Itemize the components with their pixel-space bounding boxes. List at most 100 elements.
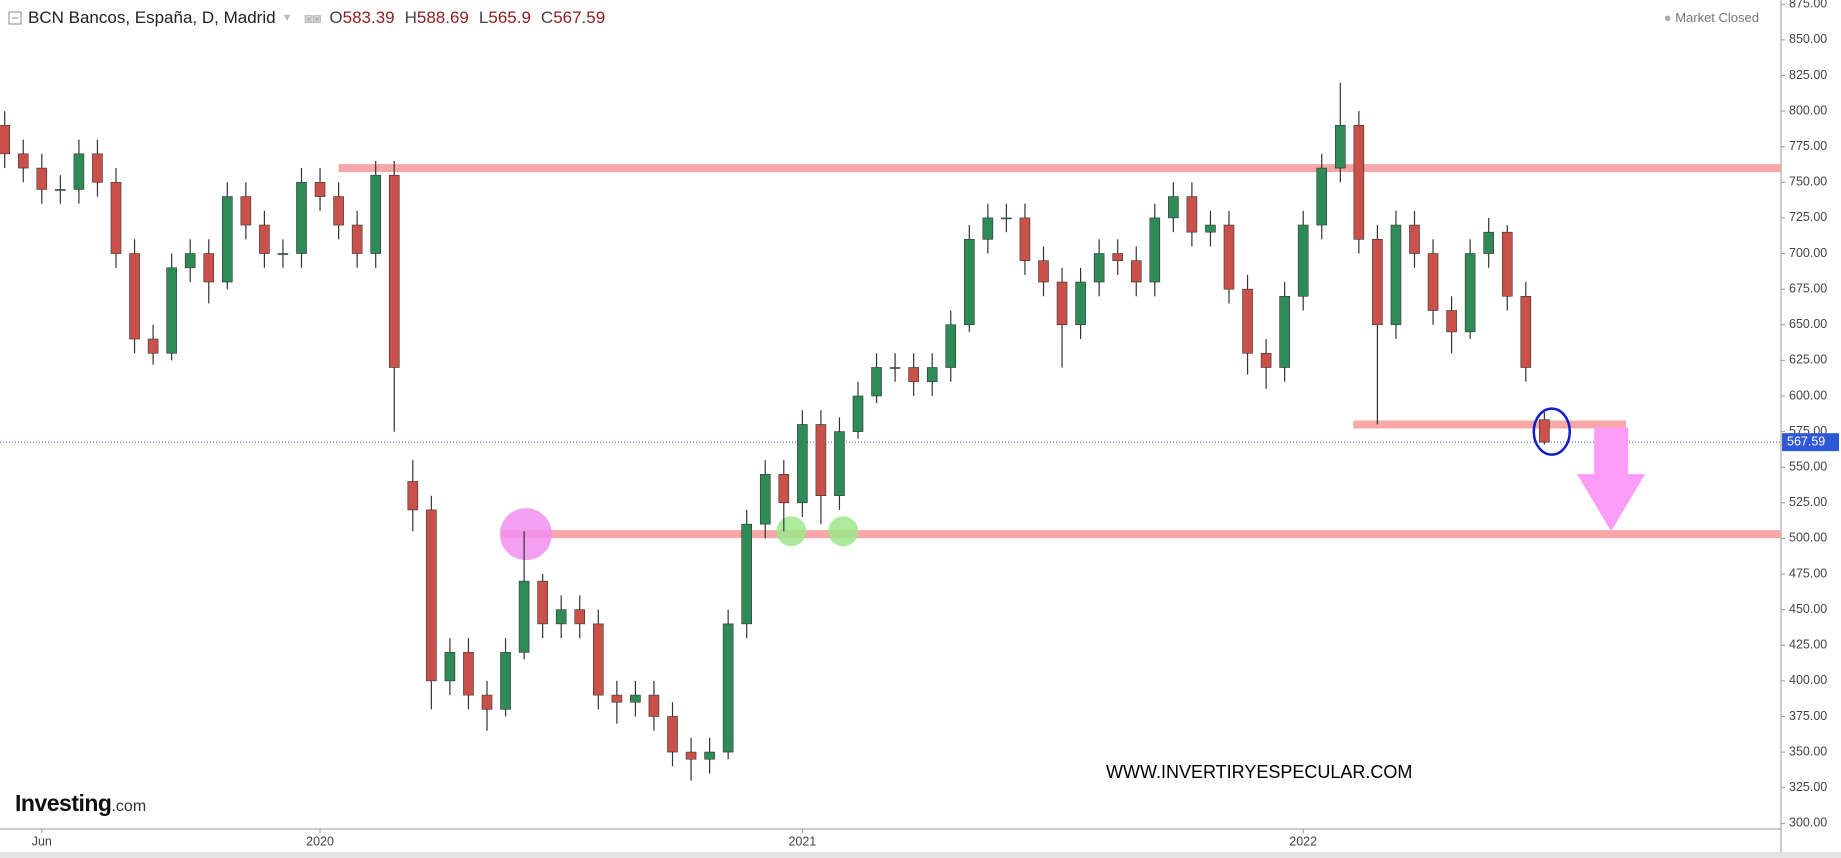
candle-body [147, 338, 159, 354]
y-tick-label: 475.00 [1789, 566, 1827, 580]
y-tick-label: 500.00 [1789, 531, 1827, 545]
highlight-circle [828, 516, 859, 547]
candle-body [1001, 217, 1012, 220]
candle-body [945, 324, 957, 368]
y-tick-label: 775.00 [1789, 139, 1827, 153]
candle-body [704, 751, 715, 760]
candle-body [0, 125, 11, 155]
candle-body [963, 238, 975, 326]
highlight-circle [776, 516, 807, 547]
candle-body [926, 367, 938, 383]
candle-body [611, 694, 623, 703]
y-tick-label: 300.00 [1789, 816, 1827, 830]
candle-body [500, 652, 511, 710]
y-tick-label: 675.00 [1789, 281, 1827, 295]
candle-body [630, 694, 641, 703]
status-text: Market Closed [1675, 10, 1759, 25]
last-price-box [1782, 433, 1839, 452]
candle-body [36, 167, 48, 190]
y-tick-label: 525.00 [1789, 495, 1827, 509]
dropdown-caret[interactable]: ▼ [281, 12, 293, 24]
candle-body [1130, 260, 1142, 283]
symbol-title[interactable]: BCN Bancos, España, D, Madrid [28, 8, 276, 27]
candle-body [426, 509, 437, 682]
candle-body [1242, 288, 1253, 354]
candle-body [1483, 231, 1494, 254]
y-tick-label: 725.00 [1789, 210, 1827, 224]
scroll-strip [0, 852, 1841, 858]
logo-name: Investing [15, 790, 112, 816]
y-tick-label: 450.00 [1789, 602, 1827, 616]
candle-body [667, 716, 678, 753]
y-tick-label: 400.00 [1789, 673, 1827, 687]
candle-body [444, 652, 456, 682]
close-key: C [540, 8, 554, 27]
candle-body [1427, 253, 1439, 311]
market-status: ● Market Closed [1663, 10, 1759, 25]
candle-body [1205, 224, 1216, 233]
open-key: O [329, 8, 343, 27]
candle-body [370, 174, 382, 254]
candle-body [852, 395, 864, 432]
x-tick-label: 2020 [306, 834, 334, 848]
candle-body [759, 474, 771, 525]
y-tick-label: 350.00 [1789, 744, 1827, 758]
tool-icons[interactable]: ◙◙ [304, 10, 322, 26]
header: BCN Bancos, España, D, Madrid ▼ ◙◙ O 583.… [8, 8, 615, 28]
candle-body [1539, 419, 1550, 443]
candle-body [1520, 295, 1532, 368]
y-tick-label: 850.00 [1789, 32, 1827, 46]
y-tick-label: 800.00 [1789, 103, 1827, 117]
open-value: 583.39 [342, 8, 395, 27]
logo-suffix: .com [111, 798, 147, 815]
candle-body [1075, 281, 1086, 326]
candle-body [222, 196, 233, 283]
candle-body [871, 367, 882, 397]
candle-body [277, 253, 289, 255]
y-tick-label: 425.00 [1789, 638, 1827, 652]
watermark: WWW.INVERTIRYESPECULAR.COM [1106, 762, 1413, 782]
candle-body [17, 153, 29, 169]
low-key: L [478, 8, 489, 27]
y-tick-label: 825.00 [1789, 68, 1827, 82]
last-price-tag: 567.59 [1782, 433, 1839, 452]
candle-body [1223, 224, 1235, 290]
highlight-ellipse [1532, 407, 1572, 456]
candle-body [908, 367, 919, 383]
candle-body [55, 189, 66, 191]
candle-body [982, 217, 994, 240]
candle-body [1038, 260, 1049, 283]
candle-body [203, 253, 215, 283]
candle-body [129, 253, 140, 340]
candle-body [110, 182, 122, 254]
candle-body [1316, 167, 1328, 226]
candle-body [1149, 217, 1161, 283]
logo: Investing.com [15, 790, 146, 817]
candle-body [351, 224, 363, 254]
candle-body [388, 174, 400, 368]
candle-body [778, 474, 790, 504]
candle-body [1260, 352, 1272, 368]
candle-body [741, 523, 753, 625]
candle-body [1335, 125, 1346, 169]
y-tick-label: 325.00 [1789, 780, 1827, 794]
candle-body [1186, 196, 1198, 233]
candle-body [1390, 224, 1402, 326]
down-arrow [1577, 427, 1646, 532]
candle-body [1464, 253, 1476, 333]
x-tick-label: 2021 [788, 834, 816, 848]
candle-body [314, 182, 326, 197]
candle-body [648, 694, 660, 717]
collapse-icon[interactable] [8, 11, 22, 25]
candle-body [333, 196, 344, 226]
candle-body [259, 224, 270, 254]
high-value: 588.69 [416, 8, 469, 27]
candle-body [1297, 224, 1309, 297]
candle-body [481, 694, 493, 710]
y-tick-label: 375.00 [1789, 709, 1827, 723]
x-tick-label: Jun [32, 834, 52, 848]
candle-body [184, 253, 196, 269]
candle-body [555, 609, 567, 625]
candle-body [1353, 125, 1365, 240]
